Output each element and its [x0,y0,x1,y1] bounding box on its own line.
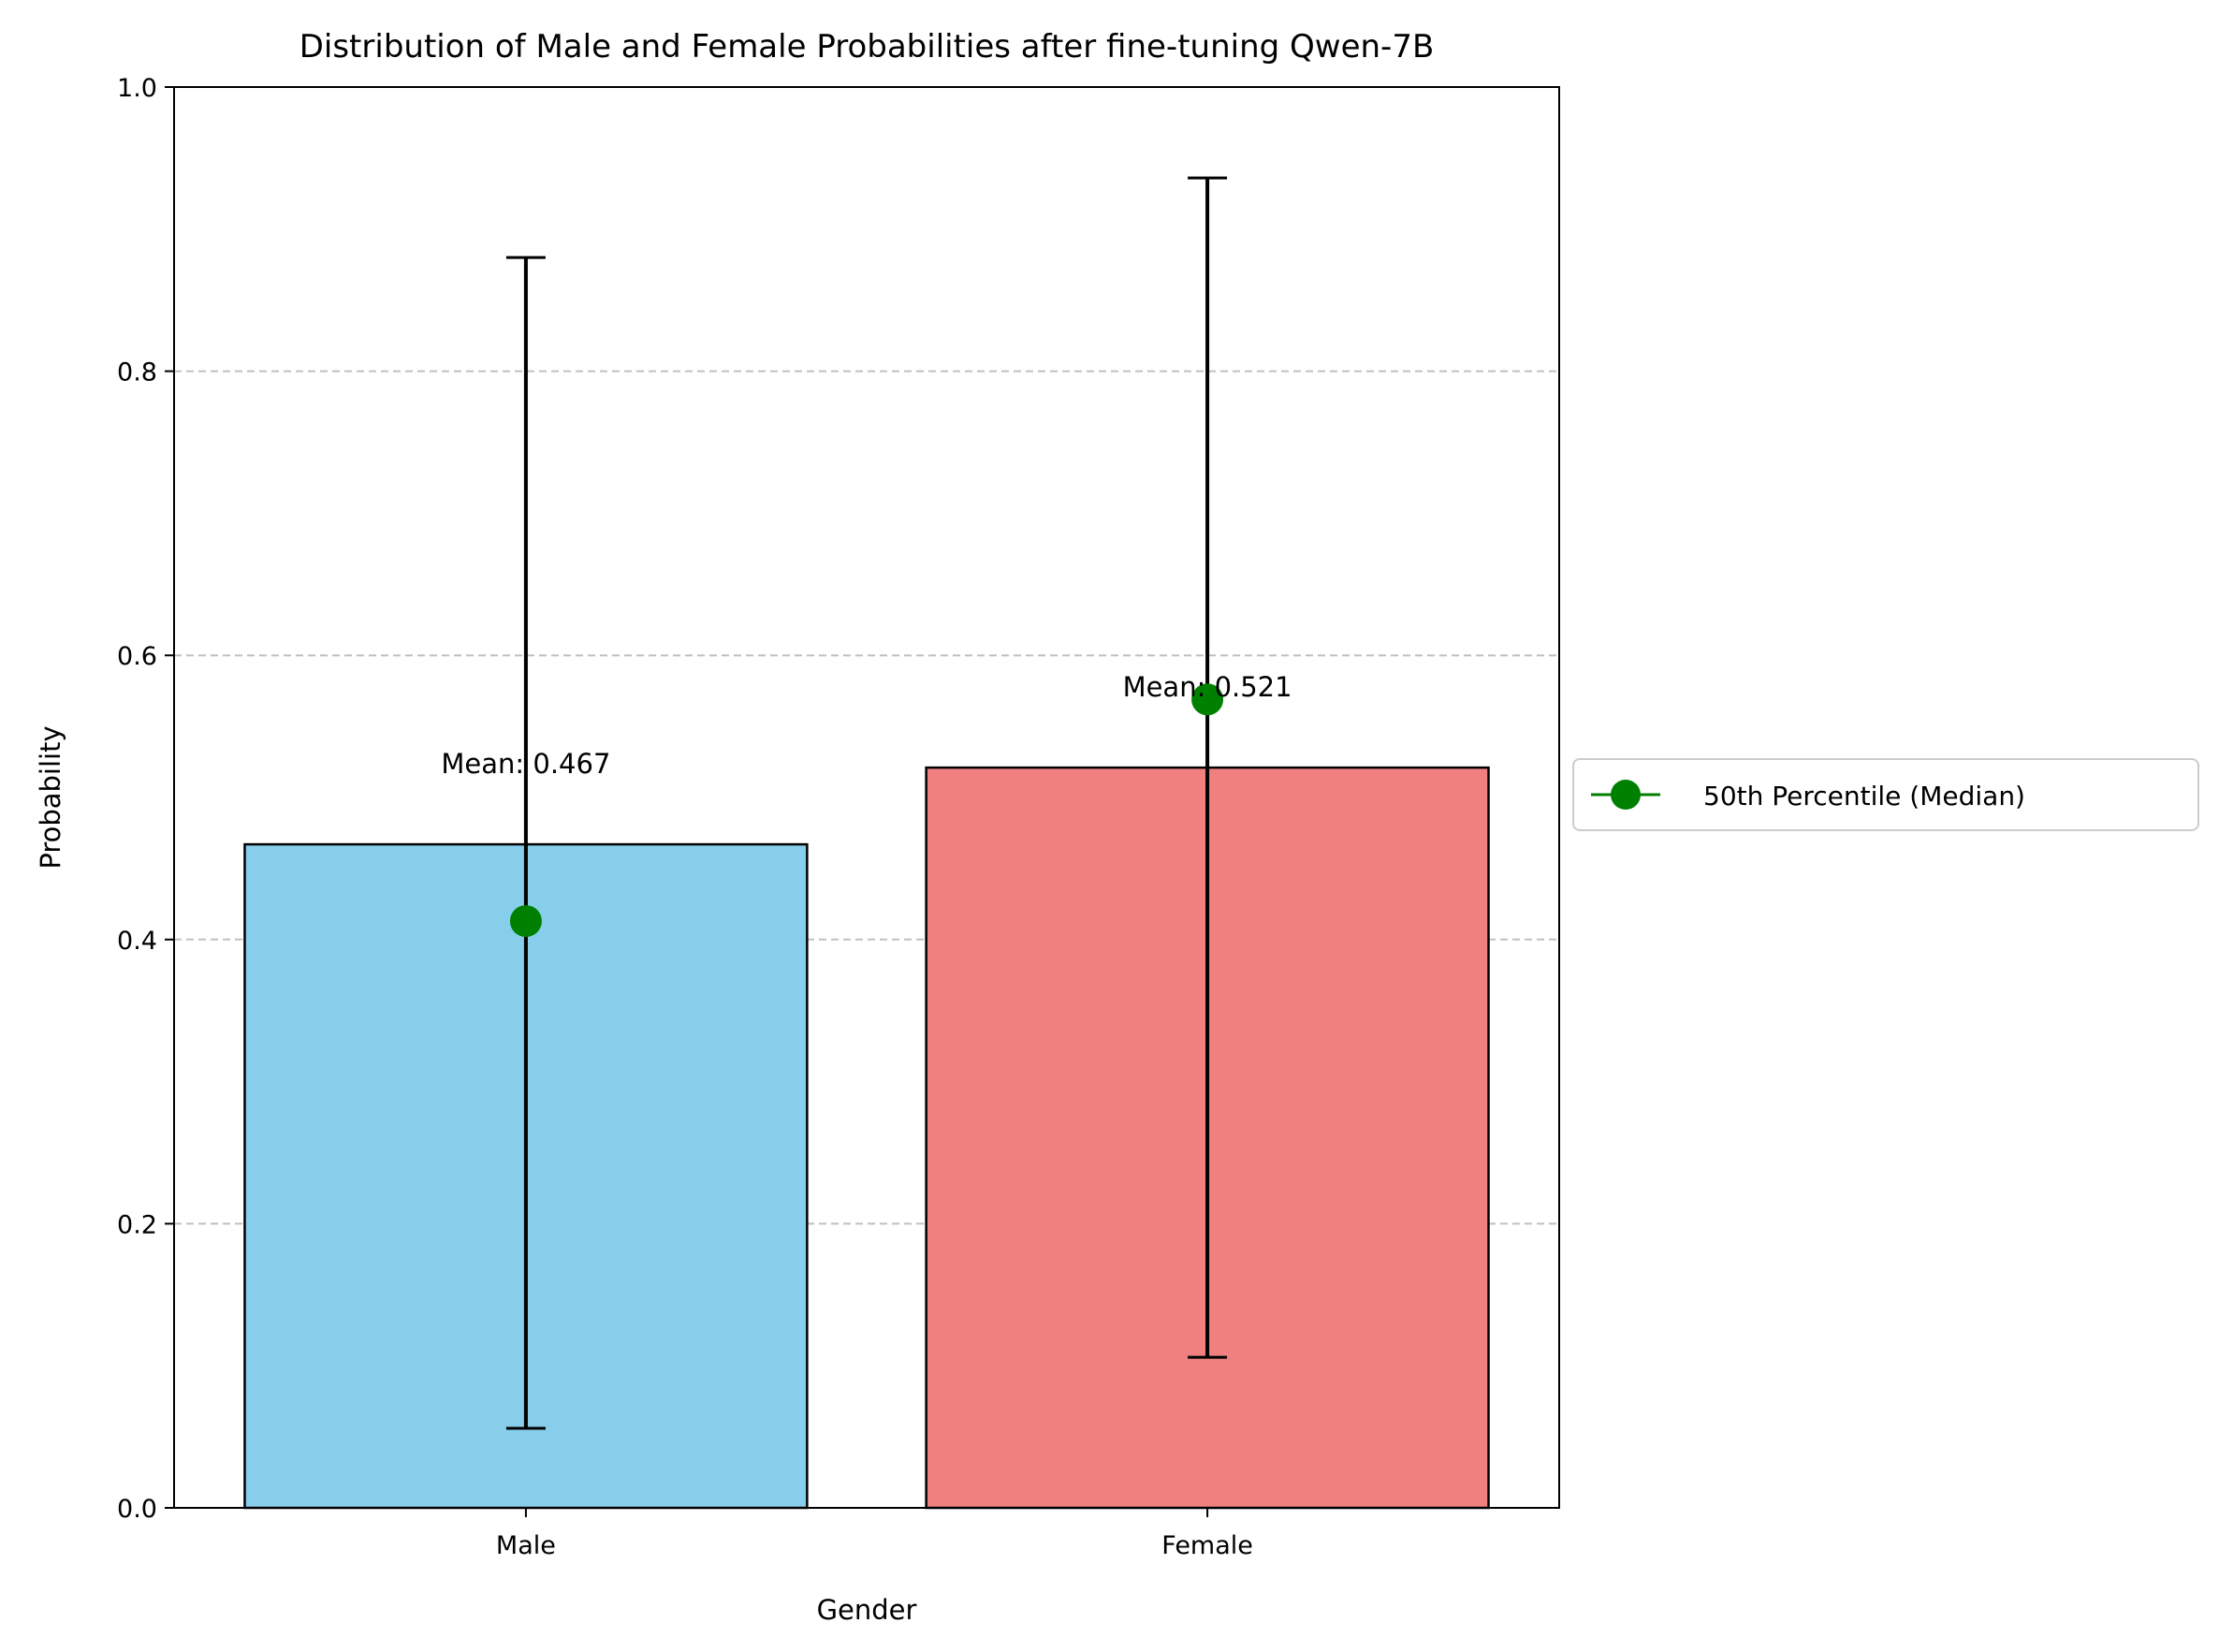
legend-marker [1611,780,1641,810]
plot-frame [173,86,1560,1509]
y-tick-label: 1.0 [117,74,157,103]
median-point-female [1191,683,1224,716]
mean-label-male: Mean: 0.467 [441,748,610,780]
y-tick-label: 0.2 [117,1210,157,1239]
y-tick-label: 0.4 [117,927,157,956]
median-point-male [509,905,542,938]
legend: 50th Percentile (Median) [1572,758,2199,831]
x-axis-ticks: Male Female [496,1508,1253,1560]
y-tick-label: 0.6 [117,642,157,671]
chart-title: Distribution of Male and Female Probabil… [299,28,1435,66]
x-tick-label: Male [496,1531,556,1560]
error-bars [505,176,1228,1430]
y-tick-label: 0.8 [117,358,157,387]
y-axis-ticks: 0.0 0.2 0.4 0.6 0.8 1.0 [117,74,174,1524]
mean-label-female: Mean: 0.521 [1123,671,1292,703]
bars [243,766,1490,1510]
x-axis-label: Gender [817,1594,917,1626]
x-tick-label: Female [1161,1531,1253,1560]
legend-box [1572,758,2199,831]
mean-labels: Mean: 0.467 Mean: 0.521 [441,671,1292,780]
y-axis-label: Probability [35,725,66,869]
median-markers [509,683,1224,938]
y-tick-label: 0.0 [117,1495,157,1524]
legend-label: 50th Percentile (Median) [1703,781,2025,811]
